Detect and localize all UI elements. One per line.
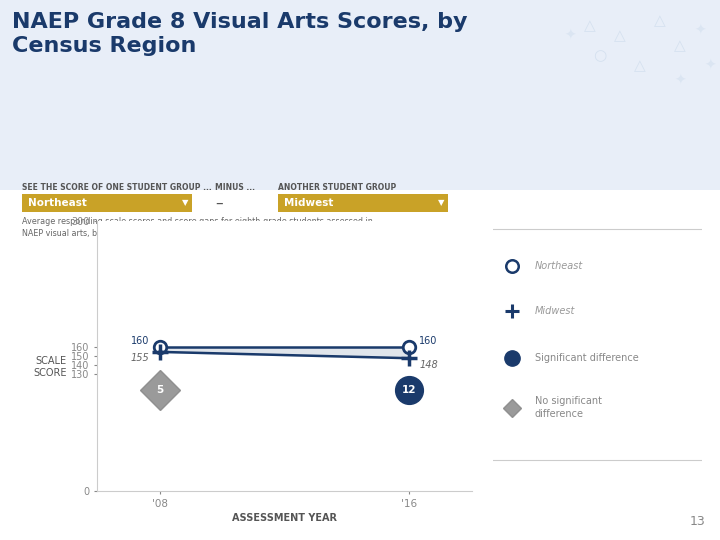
- Text: ✦: ✦: [704, 59, 716, 73]
- Text: ✦: ✦: [564, 29, 576, 43]
- FancyBboxPatch shape: [0, 0, 720, 190]
- Text: SEE THE SCORE OF ONE STUDENT GROUP ...: SEE THE SCORE OF ONE STUDENT GROUP ...: [22, 183, 212, 192]
- Text: Significant difference: Significant difference: [535, 353, 639, 363]
- Text: ▼: ▼: [438, 199, 444, 207]
- Text: Midwest: Midwest: [535, 306, 575, 316]
- Text: –: –: [215, 195, 222, 211]
- Text: No significant
difference: No significant difference: [535, 396, 602, 419]
- Text: Average responding scale scores and score gaps for eighth-grade students assesse: Average responding scale scores and scor…: [22, 217, 373, 238]
- Text: △: △: [654, 13, 666, 28]
- Text: 148: 148: [419, 360, 438, 369]
- Text: △: △: [614, 28, 626, 43]
- Text: Northeast: Northeast: [535, 261, 583, 271]
- Text: ANOTHER STUDENT GROUP: ANOTHER STUDENT GROUP: [278, 183, 396, 192]
- Text: △: △: [634, 58, 646, 73]
- Text: 160: 160: [419, 336, 438, 346]
- X-axis label: ASSESSMENT YEAR: ASSESSMENT YEAR: [232, 513, 337, 523]
- FancyBboxPatch shape: [22, 194, 192, 212]
- Text: MINUS ...: MINUS ...: [215, 183, 255, 192]
- Text: 13: 13: [689, 515, 705, 528]
- Text: Northeast: Northeast: [28, 198, 87, 208]
- Text: ▼: ▼: [181, 199, 188, 207]
- FancyBboxPatch shape: [278, 194, 448, 212]
- Text: ○: ○: [593, 48, 607, 63]
- Text: 12: 12: [402, 384, 416, 395]
- Text: Midwest: Midwest: [284, 198, 333, 208]
- Text: NAEP Grade 8 Visual Arts Scores, by
Census Region: NAEP Grade 8 Visual Arts Scores, by Cens…: [12, 12, 467, 56]
- Y-axis label: SCALE
SCORE: SCALE SCORE: [33, 356, 67, 378]
- Text: 5: 5: [156, 384, 163, 395]
- Text: ✦: ✦: [674, 74, 686, 88]
- Text: 160: 160: [131, 336, 150, 346]
- Text: △: △: [584, 18, 596, 33]
- Text: ✦: ✦: [694, 24, 706, 38]
- Text: △: △: [674, 38, 686, 53]
- Text: 155: 155: [131, 353, 150, 363]
